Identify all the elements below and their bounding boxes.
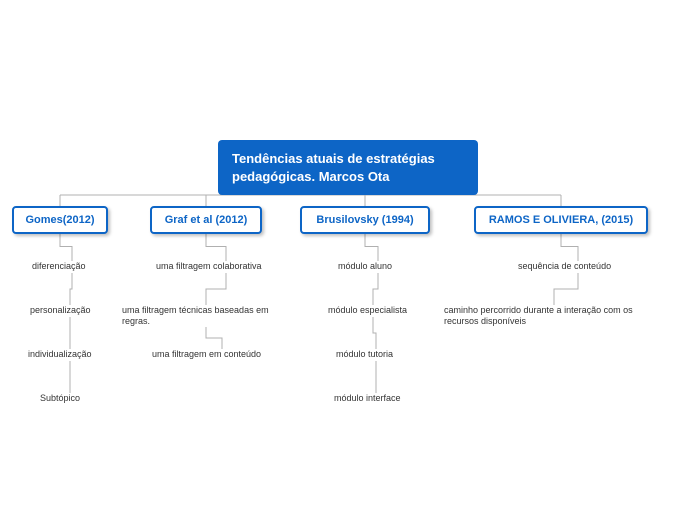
branch-node: Graf et al (2012) [150, 206, 262, 234]
leaf-node: personalização [30, 305, 110, 316]
leaf-node: Subtópico [40, 393, 100, 404]
leaf-node: módulo aluno [338, 261, 418, 272]
leaf-node: individualização [28, 349, 112, 360]
root-node: Tendências atuais de estratégias pedagóg… [218, 140, 478, 195]
leaf-node: módulo especialista [328, 305, 418, 316]
branch-node: Brusilovsky (1994) [300, 206, 430, 234]
connector-layer [0, 0, 696, 520]
diagram-canvas: Tendências atuais de estratégias pedagóg… [0, 0, 696, 520]
leaf-node: uma filtragem em conteúdo [152, 349, 292, 360]
leaf-node: diferenciação [32, 261, 112, 272]
leaf-node: módulo interface [334, 393, 418, 404]
leaf-node: uma filtragem técnicas baseadas em regra… [122, 305, 290, 328]
leaf-node: sequência de conteúdo [518, 261, 638, 272]
branch-node: Gomes(2012) [12, 206, 108, 234]
leaf-node: módulo tutoria [336, 349, 416, 360]
leaf-node: uma filtragem colaborativa [156, 261, 296, 272]
leaf-node: caminho percorrido durante a interação c… [444, 305, 664, 328]
branch-node: RAMOS E OLIVIERA, (2015) [474, 206, 648, 234]
